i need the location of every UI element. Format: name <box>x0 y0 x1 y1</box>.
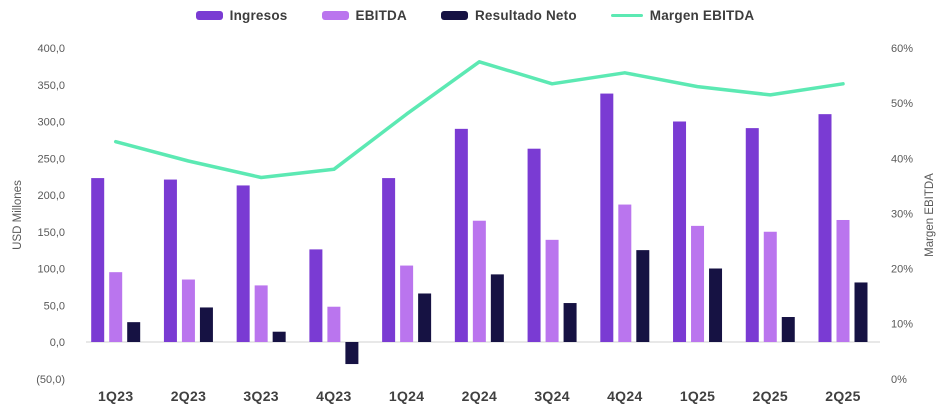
line-margen-ebitda <box>113 60 845 180</box>
bar-ebitda <box>327 306 341 342</box>
bar-ebitda <box>181 279 195 342</box>
right-axis-tick: 60% <box>891 43 913 55</box>
legend-swatch-ingresos <box>195 11 223 20</box>
bar-ingresos <box>527 148 541 342</box>
legend-item-ingresos: Ingresos <box>195 8 288 23</box>
bar-ebitda <box>618 204 632 342</box>
legend-item-margen-ebitda: Margen EBITDA <box>610 8 755 23</box>
x-axis-label: 1Q23 <box>98 388 133 404</box>
bar-ebitda <box>472 220 486 342</box>
legend-label-ingresos: Ingresos <box>229 8 288 23</box>
x-axis-label: 1Q25 <box>680 388 715 404</box>
left-axis-tick: 350,0 <box>37 80 65 92</box>
left-axis-tick: 150,0 <box>37 227 65 239</box>
bar-ingresos <box>818 114 832 343</box>
bar-ingresos <box>673 121 687 342</box>
bar-ebitda <box>400 265 414 342</box>
left-axis-tick: 100,0 <box>37 264 65 276</box>
right-axis-tick: 10% <box>891 319 913 331</box>
bar-ingresos <box>600 93 614 342</box>
legend-label-resultado-neto: Resultado Neto <box>474 8 577 23</box>
bar-ebitda <box>109 272 123 342</box>
bar-resultado-neto <box>563 303 577 342</box>
left-axis-title: USD Millones <box>12 180 24 250</box>
right-axis-tick: 30% <box>891 208 913 220</box>
x-axis-label: 2Q24 <box>462 388 497 404</box>
legend-label-margen-ebitda: Margen EBITDA <box>649 8 755 23</box>
left-axis-tick: 300,0 <box>37 117 65 129</box>
x-axis-label: 3Q24 <box>534 388 569 404</box>
legend-label-ebitda: EBITDA <box>355 8 407 23</box>
right-axis-tick: 40% <box>891 153 913 165</box>
legend-swatch-resultado-neto <box>440 11 468 20</box>
x-axis-label: 4Q24 <box>607 388 642 404</box>
left-axis-tick: 250,0 <box>37 153 65 165</box>
right-axis-tick: 20% <box>891 264 913 276</box>
x-axis-label: 2Q25 <box>753 388 788 404</box>
left-axis-tick: 50,0 <box>44 300 65 312</box>
left-axis-tick: 400,0 <box>37 43 65 55</box>
left-axis-tick: (50,0) <box>36 374 65 386</box>
bar-resultado-neto <box>418 293 432 342</box>
chart-legend: Ingresos EBITDA Resultado Neto Margen EB… <box>0 8 950 23</box>
bar-ebitda <box>545 239 559 342</box>
bar-resultado-neto <box>781 317 795 342</box>
left-axis-tick: 0,0 <box>50 337 65 349</box>
right-axis-tick: 0% <box>891 374 907 386</box>
bar-resultado-neto <box>199 307 213 342</box>
legend-item-resultado-neto: Resultado Neto <box>440 8 577 23</box>
bar-ebitda <box>691 225 705 342</box>
left-axis-tick: 200,0 <box>37 190 65 202</box>
bar-resultado-neto <box>490 274 504 342</box>
legend-swatch-margen-ebitda <box>610 13 643 18</box>
x-axis-label: 1Q24 <box>389 388 424 404</box>
x-axis-label: 3Q23 <box>243 388 278 404</box>
bar-ebitda <box>836 219 850 342</box>
bar-ebitda <box>254 285 268 342</box>
bar-resultado-neto <box>636 250 650 342</box>
right-axis-tick: 50% <box>891 98 913 110</box>
bar-ingresos <box>745 128 759 342</box>
bar-ebitda <box>763 231 777 342</box>
bar-resultado-neto <box>345 342 359 365</box>
bar-resultado-neto <box>709 268 723 342</box>
bar-ingresos <box>163 179 177 342</box>
bar-ingresos <box>454 128 468 342</box>
x-axis-label: 2Q25 <box>825 388 860 404</box>
bar-resultado-neto <box>272 331 286 342</box>
bar-ingresos <box>309 249 323 342</box>
x-axis-label: 4Q23 <box>316 388 351 404</box>
bar-resultado-neto <box>854 282 868 342</box>
legend-swatch-ebitda <box>321 11 349 20</box>
bar-ingresos <box>382 178 396 342</box>
bar-ingresos <box>236 185 250 342</box>
legend-item-ebitda: EBITDA <box>321 8 407 23</box>
x-axis-label: 2Q23 <box>171 388 206 404</box>
right-axis-title: Margen EBITDA <box>924 173 936 257</box>
bar-resultado-neto <box>127 322 141 342</box>
bar-ingresos <box>91 178 105 342</box>
